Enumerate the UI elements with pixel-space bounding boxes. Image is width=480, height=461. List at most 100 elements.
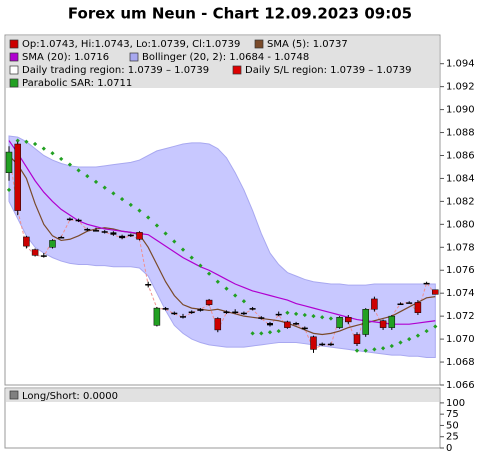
y-tick-label: 1.094 — [446, 59, 475, 70]
sar-dot — [415, 333, 421, 338]
legend-label: Bollinger (20, 2): 1.0684 - 1.0748 — [142, 52, 309, 63]
sar-dot — [285, 310, 290, 315]
sar-dot — [259, 331, 264, 336]
sar-dot — [233, 293, 238, 298]
candle-body — [301, 327, 308, 330]
sar-dot — [102, 185, 107, 190]
candle-body — [5, 151, 13, 173]
legend-swatch — [9, 52, 19, 62]
sar-dot — [93, 179, 99, 185]
y-tick-label: 1.072 — [446, 311, 475, 322]
candle-body — [379, 320, 387, 328]
candle-body — [336, 317, 343, 328]
candle-body — [362, 309, 369, 335]
sar-dot — [76, 168, 81, 173]
sar-dot — [154, 223, 160, 228]
candle-body — [188, 311, 195, 314]
legend-label: Long/Short: 0.0000 — [22, 391, 118, 402]
y-tick-label: 1.078 — [446, 242, 475, 253]
sar-dot — [59, 156, 64, 162]
sar-dot — [41, 146, 46, 151]
candle-body — [406, 302, 413, 304]
sar-dot — [189, 255, 194, 260]
candle-body — [197, 309, 204, 311]
sar-dot — [380, 346, 386, 351]
candle-body — [84, 228, 91, 231]
candle-body — [40, 255, 47, 257]
candle-body — [127, 234, 134, 237]
bollinger-band — [8, 135, 436, 358]
sar-dot — [267, 330, 273, 335]
y-tick-label: 1.084 — [446, 173, 475, 184]
sar-dot — [302, 312, 307, 318]
sar-dot — [293, 311, 299, 316]
candle-body — [353, 334, 361, 344]
candle-body — [23, 236, 30, 247]
candle-body — [153, 307, 161, 326]
candle-body — [371, 298, 378, 310]
sar-dot — [137, 208, 142, 213]
sar-dot — [276, 328, 281, 334]
sar-dot — [320, 315, 325, 320]
y-tick-label: 1.066 — [446, 380, 475, 391]
legend-swatch — [9, 78, 19, 88]
sar-dot — [433, 324, 438, 329]
sar-dot — [163, 231, 168, 236]
candle-body — [267, 323, 273, 326]
y-tick-label: 1.092 — [446, 82, 475, 93]
sar-dot — [128, 202, 133, 207]
sar-dot — [85, 174, 90, 179]
candle-body — [327, 343, 334, 346]
candle-body — [145, 284, 152, 286]
sar-dot — [67, 162, 73, 167]
candle-body — [284, 321, 291, 328]
candle-body — [205, 299, 213, 305]
candle-body — [136, 232, 143, 240]
y-tick-label: 1.086 — [446, 150, 475, 161]
y-tick-label: 1.068 — [446, 357, 475, 368]
sar-dot — [407, 336, 412, 342]
y-tick-label: 100 — [446, 398, 465, 409]
sar-dot — [372, 347, 377, 352]
sar-dot — [250, 331, 255, 336]
y-tick-label: 75 — [446, 409, 459, 420]
sar-dot — [24, 139, 29, 144]
y-tick-label: 25 — [446, 432, 459, 443]
legend-label: Daily trading region: 1.0739 – 1.0739 — [22, 65, 209, 76]
candle-body — [49, 240, 56, 248]
candle-body — [310, 336, 317, 350]
sar-dot — [119, 196, 125, 202]
legend — [6, 36, 439, 88]
legend-swatch — [9, 390, 19, 400]
sar-dot — [311, 314, 316, 319]
candle-body — [66, 218, 73, 221]
candle-body — [162, 308, 169, 310]
sar-dot — [424, 328, 429, 334]
y-tick-label: 1.080 — [446, 219, 475, 230]
legend — [6, 389, 439, 402]
sar-dot — [224, 286, 229, 291]
y-tick-label: 1.070 — [446, 334, 475, 345]
y-tick-label: 1.088 — [446, 128, 475, 139]
candle-body — [414, 302, 422, 313]
candle-body — [319, 343, 326, 346]
candle-body — [258, 317, 265, 319]
candle-body — [345, 317, 352, 323]
legend-swatch — [254, 39, 264, 49]
candle-body — [58, 236, 65, 239]
sar-dot — [50, 151, 55, 156]
sar-dot — [206, 271, 212, 276]
sar-dot — [389, 343, 394, 349]
sar-dot — [215, 279, 220, 284]
sar-dot — [15, 138, 20, 143]
y-tick-label: 1.076 — [446, 265, 475, 276]
legend-swatch — [9, 39, 19, 49]
candle-body — [119, 235, 126, 239]
y-tick-label: 50 — [446, 420, 459, 431]
sar-dot — [111, 191, 116, 196]
candle-body — [93, 230, 99, 232]
candle-body — [214, 318, 222, 331]
sar-dot — [354, 348, 360, 353]
candle-body — [180, 316, 186, 318]
candle-body — [423, 282, 430, 285]
